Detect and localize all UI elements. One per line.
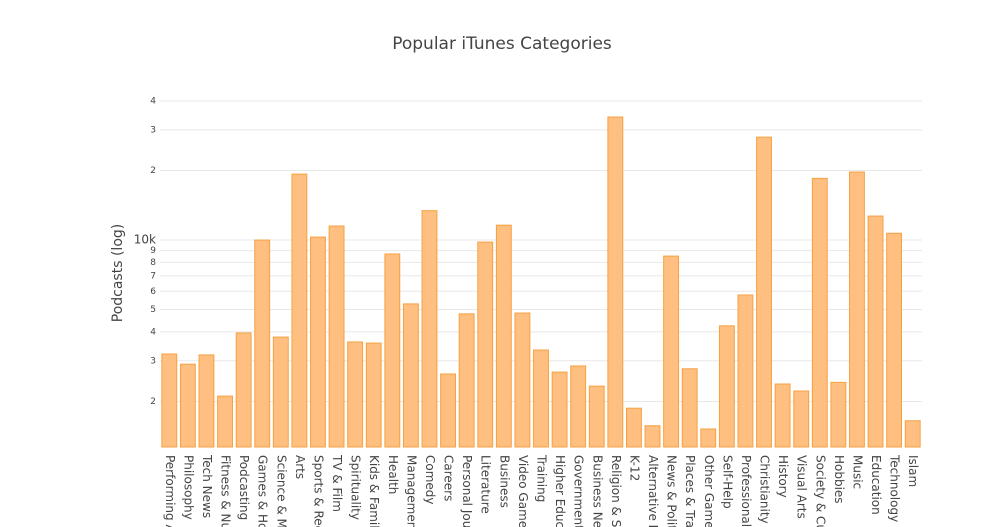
x-tick-label: Health — [386, 455, 400, 494]
y-tick-label: 4 — [150, 327, 156, 337]
bar — [793, 390, 810, 448]
bar — [328, 225, 345, 448]
bar — [198, 354, 215, 448]
y-tick-label: 4 — [150, 96, 156, 106]
x-tick-label: K-12 — [627, 455, 641, 481]
y-axis-title: Podcasts (log) — [110, 224, 126, 322]
bar — [291, 173, 308, 448]
x-tick-label: Christianity — [758, 455, 772, 524]
chart-title: Popular iTunes Categories — [392, 34, 612, 54]
x-tick-label: Fitness & Nutrition — [219, 455, 233, 527]
x-tick-label: Technology — [888, 454, 902, 522]
bar — [830, 381, 847, 448]
bar — [663, 255, 680, 448]
x-tick-label: Personal Journals — [460, 455, 474, 527]
bar — [886, 232, 903, 448]
x-tick-label: Hobbies — [832, 455, 846, 504]
bar — [458, 313, 475, 448]
x-tick-label: Business — [497, 455, 511, 508]
x-tick-label: Places & Travel — [683, 455, 697, 527]
bar — [644, 425, 661, 448]
bar — [774, 383, 791, 448]
x-tick-label: Management & Marketing — [404, 455, 418, 527]
x-tick-label: Video Games — [516, 455, 530, 527]
bar — [849, 171, 865, 448]
x-tick-label: Visual Arts — [795, 455, 809, 519]
y-tick-label: 7 — [150, 271, 156, 281]
bar — [570, 365, 587, 448]
x-tick-label: Podcasting — [237, 455, 251, 520]
y-tick-label: 6 — [150, 287, 156, 297]
bar — [867, 215, 884, 448]
x-tick-label: Other Games — [702, 455, 716, 527]
bar — [718, 325, 735, 448]
x-tick-label: Philosophy — [181, 455, 195, 520]
x-tick-label: Professional — [739, 455, 753, 527]
bar — [161, 353, 178, 448]
x-tick-label: Performing Arts — [163, 455, 177, 527]
x-tick-label: News & Politics — [665, 455, 679, 527]
x-tick-label: Education — [869, 455, 883, 515]
y-tick-label: 9 — [150, 246, 156, 256]
y-tick-label: 2 — [150, 397, 156, 407]
x-tick-label: Spirituality — [349, 455, 363, 520]
x-tick-label: Music — [850, 455, 864, 489]
x-tick-label: Business News — [590, 455, 604, 527]
x-tick-label: TV & Film — [330, 454, 344, 512]
bar — [421, 210, 438, 448]
x-tick-label: History — [776, 455, 790, 498]
x-tick-label: Government & Organizations — [572, 455, 586, 527]
bar — [365, 342, 382, 448]
x-tick-label: Self-Help — [720, 455, 734, 509]
bar — [440, 373, 457, 448]
x-tick-label: Religion & Spirituality — [609, 455, 623, 527]
bar — [737, 294, 754, 448]
y-tick-label: 3 — [150, 356, 156, 366]
bar — [681, 368, 698, 448]
x-tick-label: Higher Education — [553, 455, 567, 527]
bar — [495, 224, 512, 448]
bar — [551, 371, 568, 448]
bar — [588, 385, 605, 448]
x-tick-label: Comedy — [423, 455, 437, 505]
x-tick-label: Society & Culture — [813, 455, 827, 527]
bar — [254, 239, 271, 448]
bar — [217, 395, 233, 448]
y-tick-label: 8 — [150, 258, 156, 268]
bar — [625, 407, 642, 448]
bar — [384, 253, 401, 448]
x-tick-label: Training — [535, 454, 549, 502]
bar — [402, 303, 419, 448]
bar — [179, 363, 196, 448]
bar — [272, 336, 289, 448]
bar — [310, 236, 326, 448]
x-tick-label: Islam — [906, 455, 920, 487]
x-tick-label: Alternative Health — [646, 455, 660, 527]
bar — [756, 136, 772, 448]
x-tick-label: Tech News — [200, 454, 214, 518]
bar — [904, 420, 921, 448]
bar — [514, 312, 531, 448]
bar — [811, 177, 828, 448]
y-tick-label: 2 — [150, 166, 156, 176]
bar — [607, 116, 624, 448]
y-tick-label: 10k — [134, 233, 156, 247]
bar — [533, 349, 549, 448]
x-tick-label: Careers — [442, 455, 456, 501]
x-tick-label: Science & Medicine — [274, 455, 288, 527]
x-tick-label: Literature — [479, 455, 493, 514]
x-tick-label: Games & Hobbies — [256, 455, 270, 527]
x-tick-label: Kids & Family — [367, 455, 381, 527]
bar — [700, 428, 717, 448]
bar — [477, 241, 494, 448]
x-tick-label: Arts — [293, 455, 307, 479]
bar — [235, 332, 252, 448]
y-tick-label: 5 — [150, 305, 156, 315]
x-tick-label: Sports & Recreation — [311, 455, 325, 527]
bar — [347, 341, 364, 448]
y-tick-label: 3 — [150, 125, 156, 135]
